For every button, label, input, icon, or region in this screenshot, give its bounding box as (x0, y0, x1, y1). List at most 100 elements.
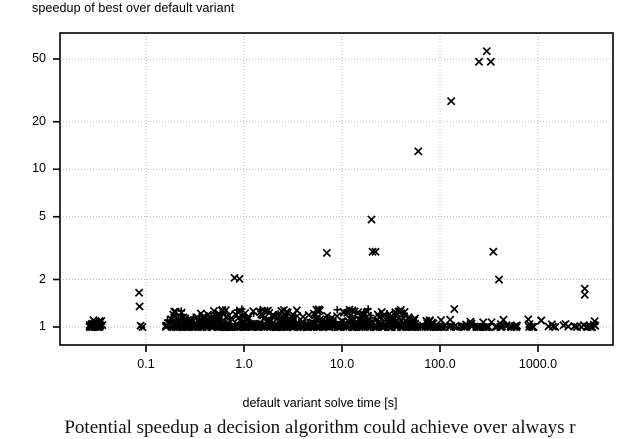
data-point-x (387, 322, 397, 332)
data-point-x (241, 308, 250, 318)
data-point-x (421, 322, 430, 331)
data-point-x (177, 308, 186, 317)
data-point-plus (240, 314, 248, 322)
data-point-x (410, 314, 420, 323)
data-point-x (235, 274, 244, 284)
data-point-plus (347, 313, 355, 321)
data-point-x (474, 57, 484, 66)
data-point-plus (333, 306, 341, 314)
data-point-x (414, 147, 423, 156)
data-point-x (202, 322, 211, 332)
series-x (86, 47, 596, 332)
data-point-x (345, 305, 354, 314)
data-point-plus (226, 314, 234, 323)
data-point-x (537, 316, 546, 325)
data-point-x (263, 306, 272, 316)
data-point-x (482, 47, 491, 56)
data-point-x (407, 319, 416, 328)
data-point-x (247, 319, 256, 329)
data-point-x (299, 322, 309, 331)
chart-title: speedup of best over default variant (32, 1, 235, 15)
data-point-x (88, 322, 97, 332)
data-point-x (222, 322, 232, 332)
x-axis-tick-label: 10.0 (329, 357, 355, 371)
data-point-x (570, 322, 579, 331)
data-point-x (486, 57, 496, 66)
data-point-x (236, 307, 245, 316)
data-point-x (496, 319, 506, 329)
data-point-x (407, 321, 416, 330)
y-axis-tick-label: 1 (39, 319, 46, 333)
data-point-x (371, 320, 380, 330)
data-point-x (368, 247, 377, 256)
data-point-x (322, 248, 332, 258)
data-point-x (489, 247, 498, 256)
data-point-x (260, 306, 269, 316)
data-point-x (476, 322, 485, 331)
data-point-x (332, 311, 342, 321)
data-point-x (363, 307, 372, 316)
data-point-x (292, 306, 302, 315)
data-point-x (510, 321, 520, 331)
data-point-x (585, 321, 594, 331)
data-point-x (445, 322, 455, 332)
data-point-x (322, 311, 332, 321)
data-point-x (313, 307, 322, 316)
data-point-x (170, 307, 179, 316)
data-point-x (276, 320, 286, 329)
data-point-x (192, 312, 202, 322)
data-point-plus (274, 310, 282, 318)
y-axis-tick-label: 20 (32, 113, 46, 128)
data-point-x (183, 321, 193, 330)
data-point-x (580, 284, 589, 293)
data-point-x (134, 288, 144, 297)
data-point-x (577, 322, 586, 332)
data-point-x (161, 321, 171, 330)
x-axis-tick-label: 100.0 (424, 357, 456, 371)
data-point-x (561, 319, 570, 329)
data-point-x (548, 322, 558, 331)
data-point-x (433, 322, 442, 332)
data-point-x (218, 305, 227, 315)
data-point-x (466, 317, 475, 326)
data-point-x (391, 311, 400, 320)
data-point-plus (332, 318, 340, 326)
data-point-x (494, 275, 504, 284)
data-point-x (450, 304, 459, 314)
data-point-plus (325, 319, 333, 328)
data-point-x (436, 315, 446, 325)
data-point-x (135, 302, 144, 311)
dense-point-cluster (85, 305, 600, 332)
data-point-x (312, 314, 321, 323)
data-point-x (391, 308, 400, 317)
data-point-x (524, 315, 533, 324)
data-point-x (241, 322, 250, 332)
data-point-x (587, 322, 597, 332)
data-point-x (371, 322, 380, 332)
y-axis-tick-label: 2 (39, 271, 46, 286)
data-point-x (281, 310, 290, 320)
x-axis-tick-label: 0.1 (137, 357, 155, 371)
plot-frame (59, 32, 614, 346)
x-axis-tick-label: 1000.0 (518, 357, 558, 371)
data-point-plus (356, 323, 364, 331)
data-point-plus (137, 323, 146, 331)
data-point-x (353, 308, 363, 317)
data-point-x (214, 311, 224, 320)
data-point-plus (260, 322, 269, 330)
y-axis-tick-label: 50 (32, 51, 46, 65)
figure-caption: Potential speedup a decision algorithm c… (64, 417, 576, 438)
y-axis-tick-label: 10 (32, 161, 46, 176)
data-point-plus (166, 323, 174, 331)
data-point-x (399, 322, 408, 331)
data-point-plus (339, 318, 347, 326)
data-point-plus (163, 316, 172, 324)
data-point-x (367, 215, 376, 224)
data-point-x (492, 322, 502, 332)
data-point-x (292, 319, 301, 328)
data-point-x (466, 320, 475, 329)
data-point-plus (189, 313, 197, 321)
data-point-x (499, 315, 508, 324)
